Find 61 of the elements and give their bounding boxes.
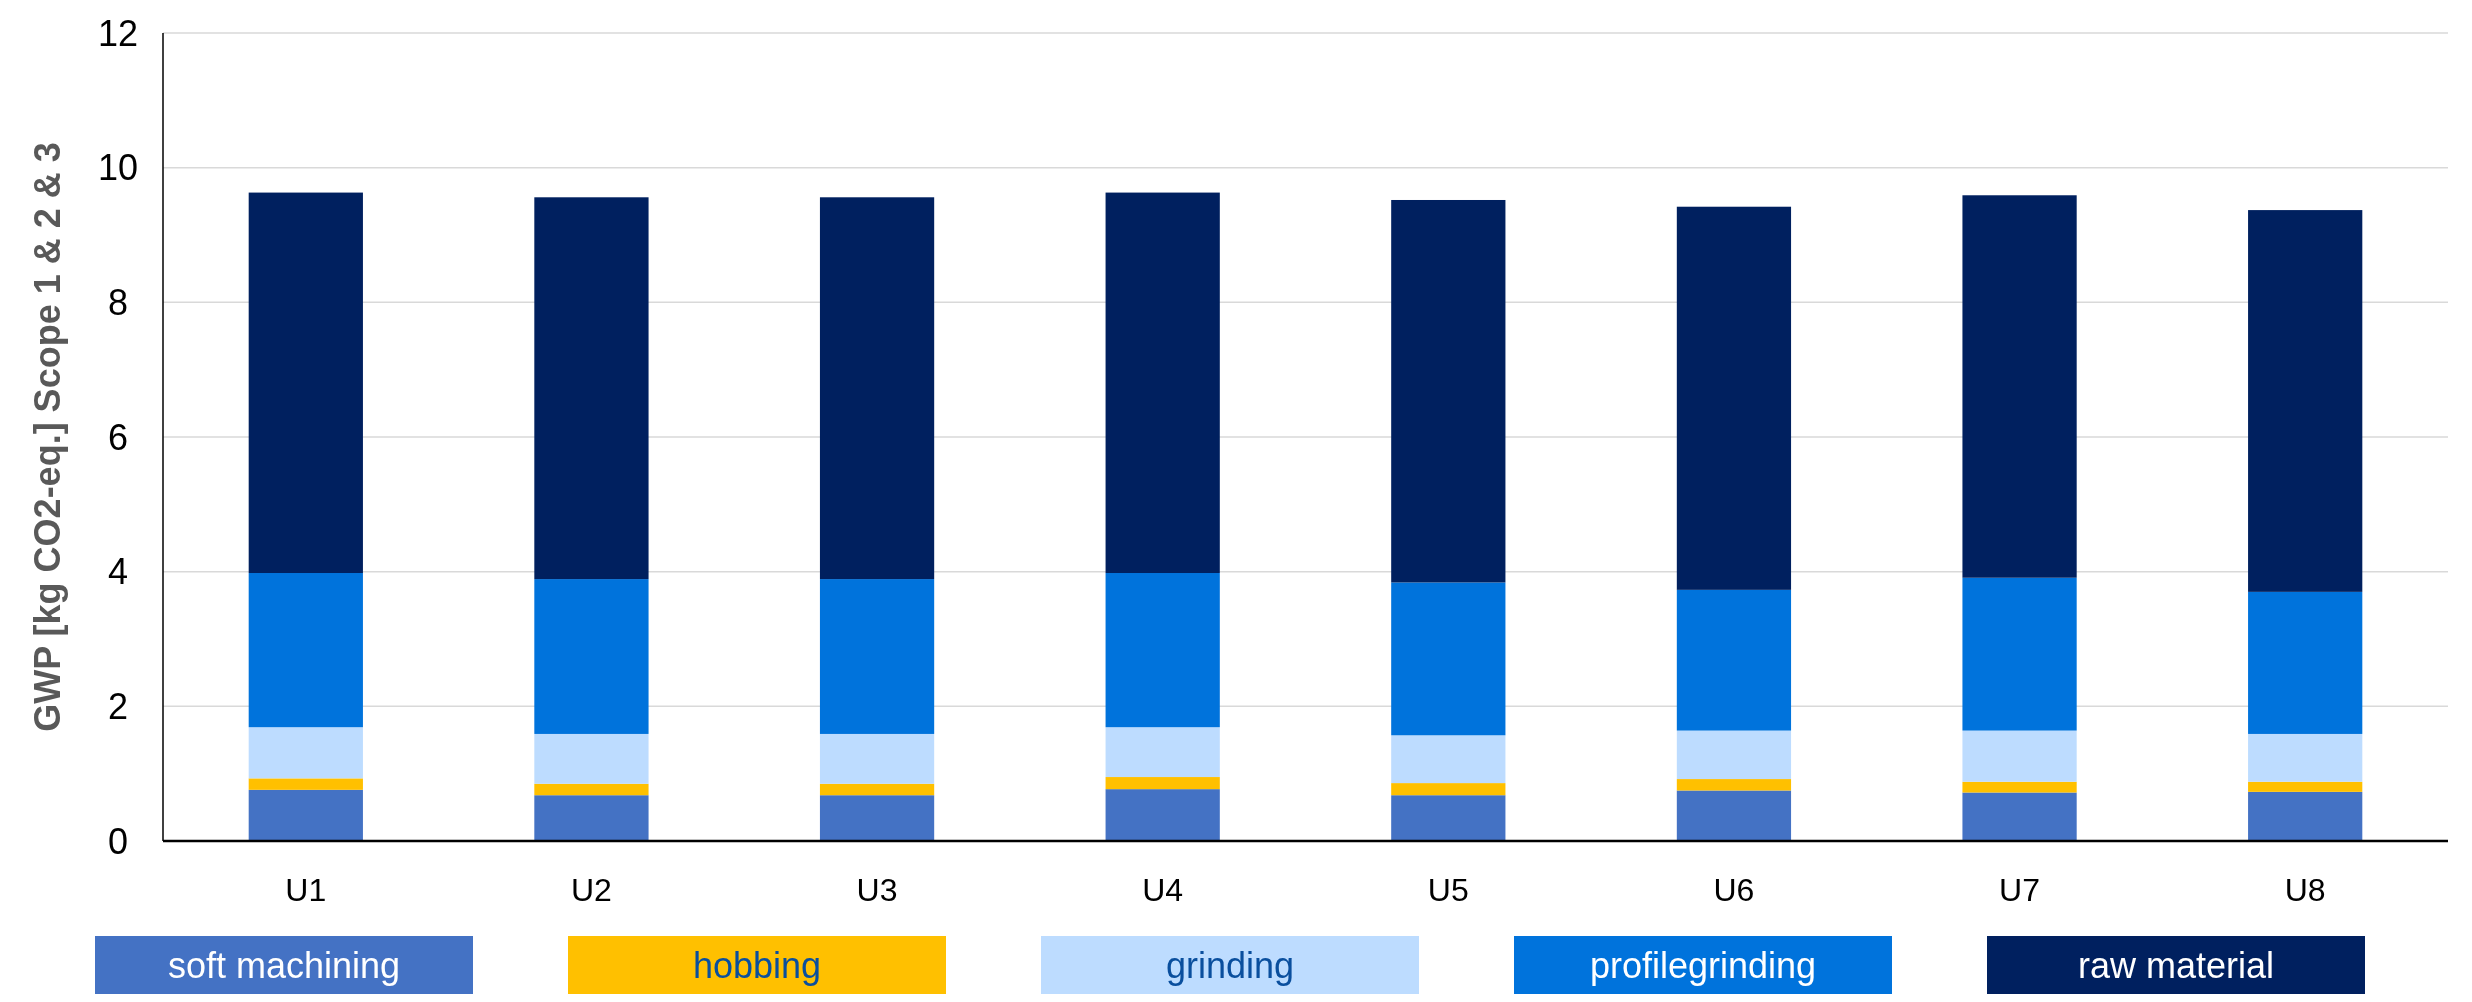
text: profilegrinding bbox=[1589, 944, 1817, 986]
x-tick-label: U5 bbox=[1427, 872, 1469, 908]
y-tick-label: 2 bbox=[107, 685, 129, 727]
bar bbox=[1962, 195, 2077, 578]
bar bbox=[1962, 730, 2077, 782]
bar bbox=[1676, 589, 1792, 731]
bar bbox=[1391, 582, 1506, 736]
y-tick-label: 10 bbox=[97, 147, 139, 189]
bar bbox=[1962, 781, 2077, 793]
y-tick-label: 12 bbox=[97, 12, 139, 54]
text: raw material bbox=[2077, 944, 2275, 986]
bar bbox=[2248, 781, 2363, 792]
y-axis-title: GWP [kg CO2-eq.] Scope 1 & 2 & 3 bbox=[27, 142, 68, 732]
bar bbox=[1962, 577, 2077, 731]
bar bbox=[1676, 730, 1792, 780]
bar bbox=[1676, 790, 1792, 841]
bar bbox=[248, 789, 363, 841]
bar bbox=[1676, 779, 1792, 791]
x-tick-label: U1 bbox=[285, 872, 327, 908]
x-tick-label: U4 bbox=[1142, 872, 1184, 908]
bar bbox=[248, 778, 363, 790]
bar bbox=[1105, 727, 1220, 778]
bar bbox=[1391, 783, 1506, 796]
bar bbox=[534, 783, 649, 796]
bar bbox=[819, 579, 935, 734]
bar bbox=[534, 579, 649, 734]
x-tick-label: U8 bbox=[2284, 872, 2326, 908]
bar bbox=[1105, 789, 1220, 841]
y-tick-label: 8 bbox=[107, 281, 129, 323]
bar bbox=[248, 727, 363, 779]
x-tick-label: U7 bbox=[1999, 872, 2041, 908]
bar bbox=[2248, 733, 2363, 782]
bar bbox=[534, 795, 649, 841]
x-tick-label: U6 bbox=[1713, 872, 1755, 908]
bar bbox=[1105, 573, 1220, 728]
bar bbox=[2248, 591, 2363, 734]
bar bbox=[2248, 791, 2363, 841]
y-tick-label: 6 bbox=[107, 416, 129, 458]
y-tick-label: 0 bbox=[107, 820, 129, 862]
bar bbox=[819, 733, 935, 784]
bar bbox=[248, 192, 363, 574]
bar bbox=[819, 197, 935, 580]
bar bbox=[1391, 199, 1506, 583]
y-tick-label: 4 bbox=[107, 551, 129, 593]
bar bbox=[2248, 210, 2363, 592]
text: soft machining bbox=[167, 944, 401, 986]
text: grinding bbox=[1165, 944, 1295, 986]
bar bbox=[1105, 192, 1220, 574]
bar bbox=[248, 573, 363, 728]
x-tick-label: U3 bbox=[856, 872, 898, 908]
bar bbox=[1962, 792, 2077, 841]
bar bbox=[819, 795, 935, 841]
bar bbox=[1105, 777, 1220, 790]
bar bbox=[534, 197, 649, 580]
bar bbox=[819, 783, 935, 796]
x-tick-label: U2 bbox=[570, 872, 612, 908]
bar bbox=[534, 733, 649, 784]
bar bbox=[1391, 795, 1506, 841]
text: hobbing bbox=[692, 944, 822, 986]
bar bbox=[1676, 206, 1792, 590]
bar bbox=[1391, 735, 1506, 784]
